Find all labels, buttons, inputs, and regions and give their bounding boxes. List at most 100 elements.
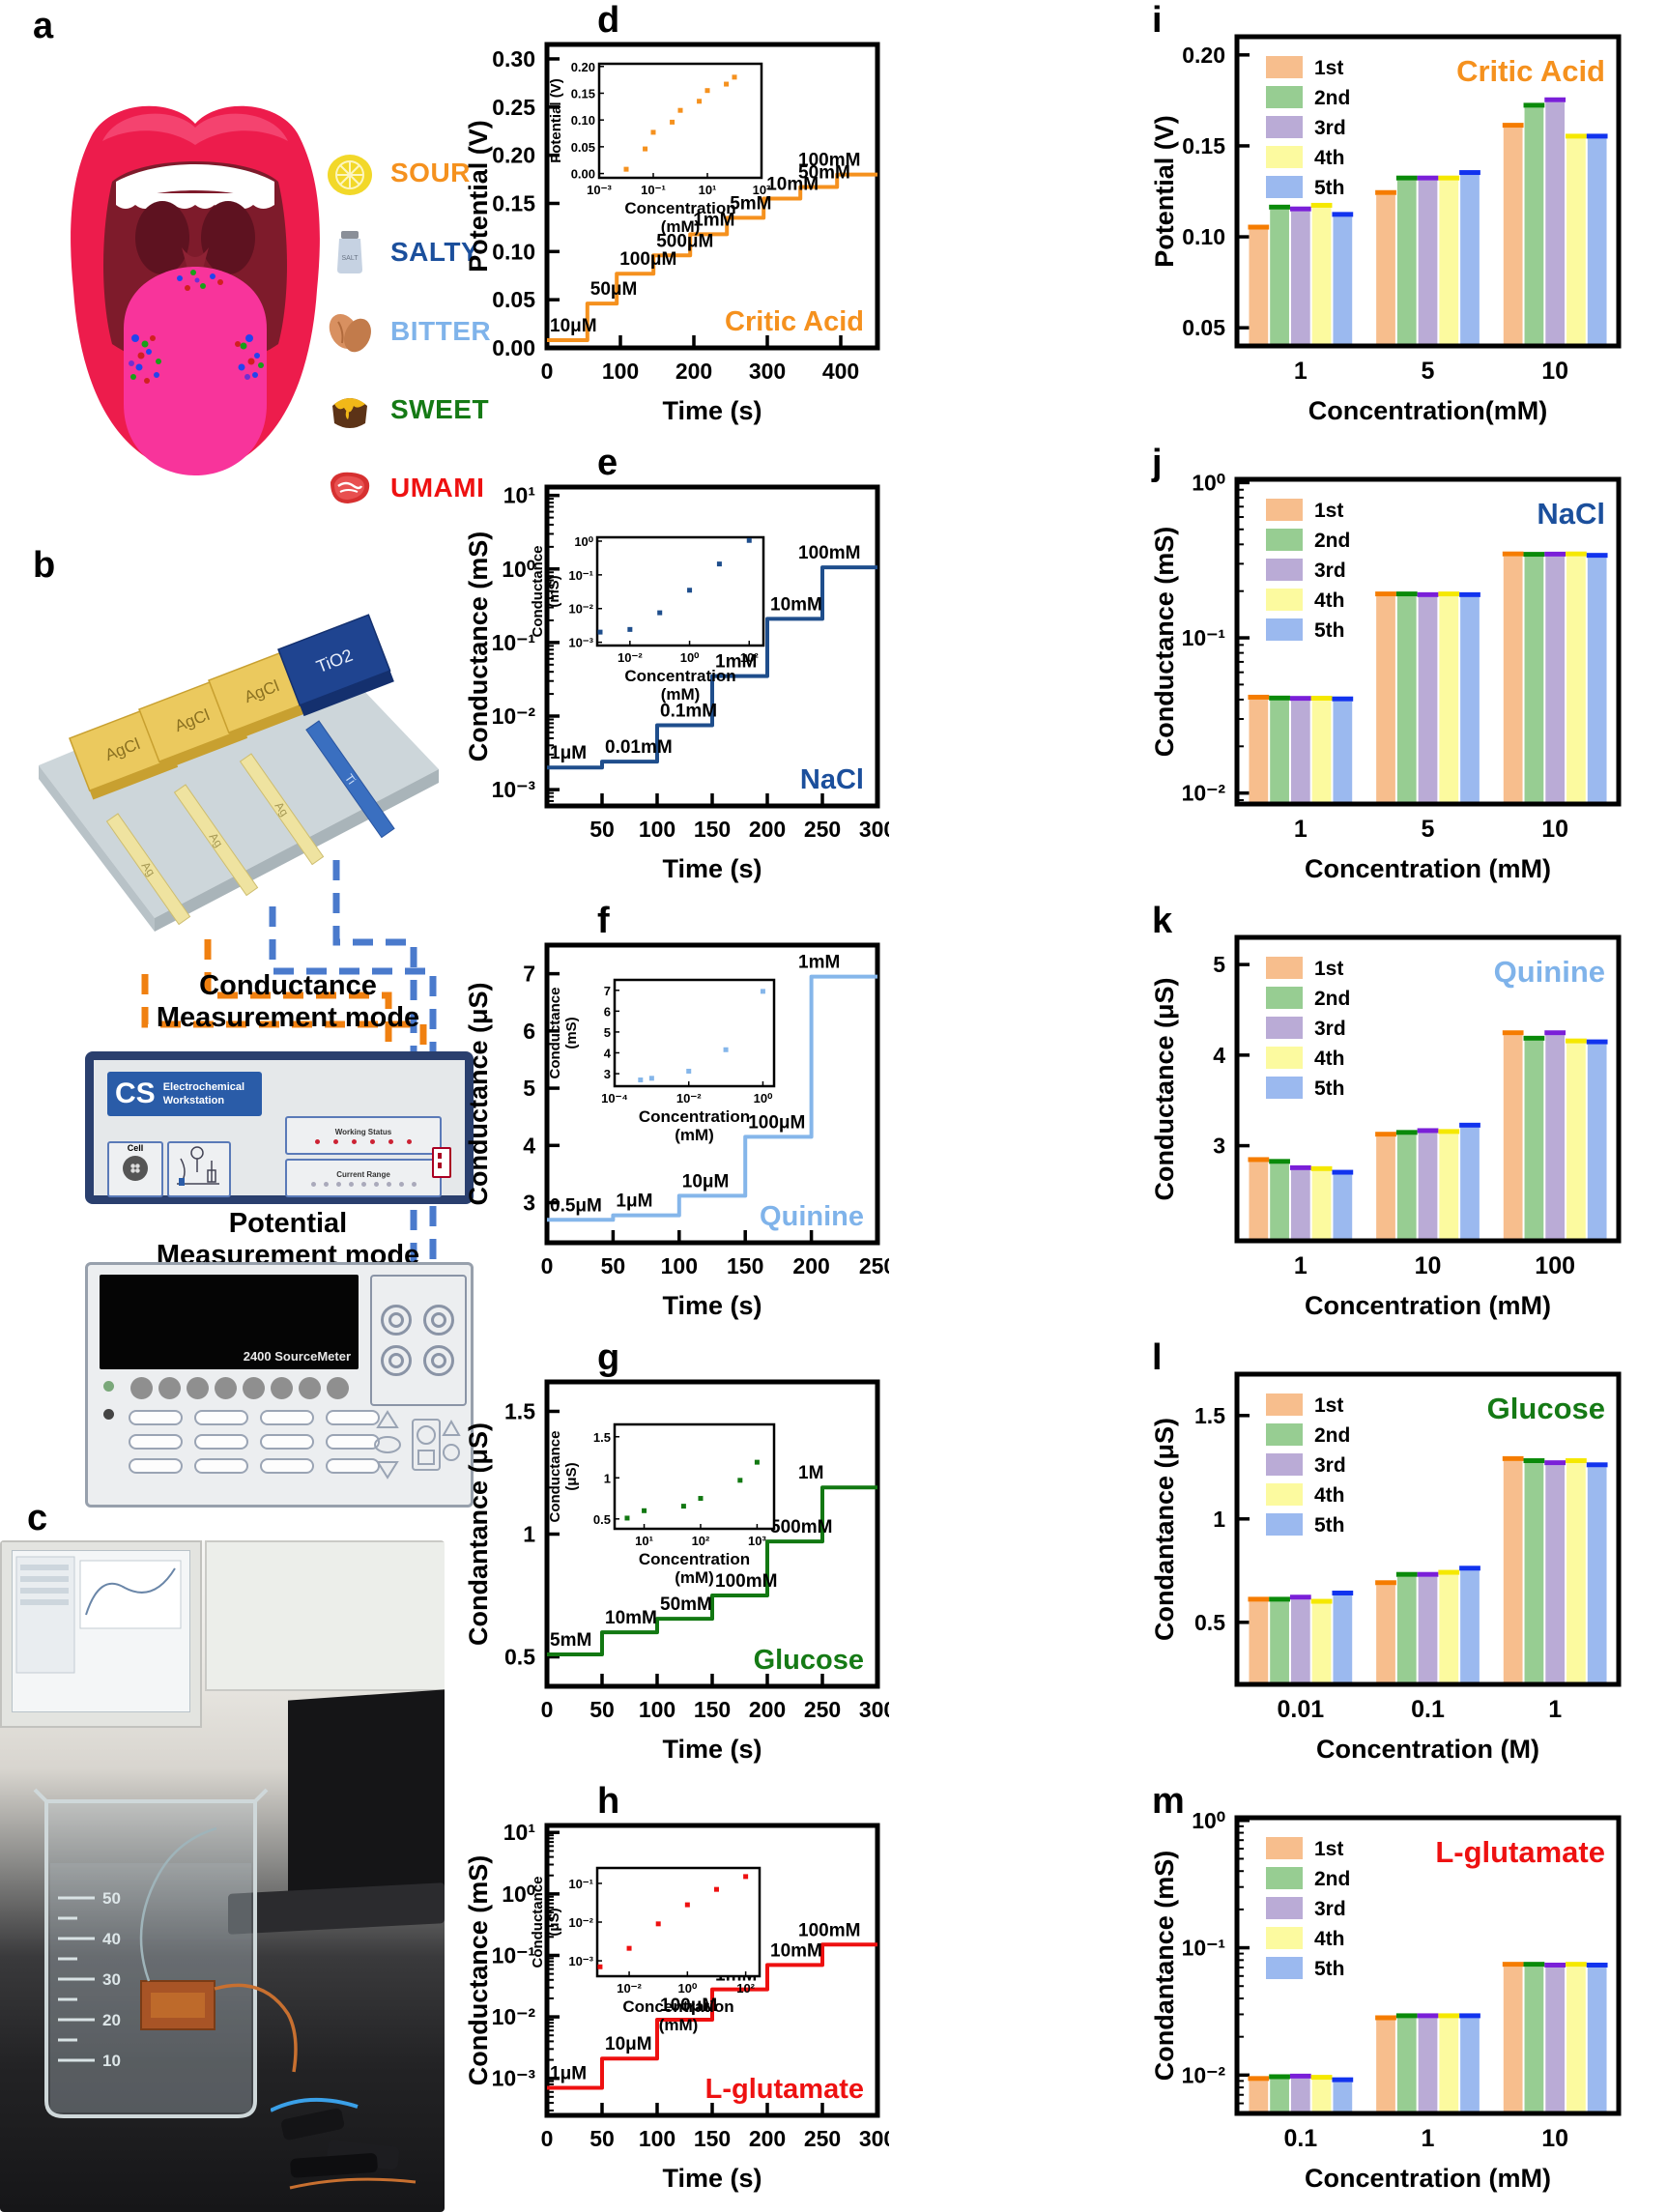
svg-text:0.25: 0.25 <box>492 95 535 120</box>
banana-jack[interactable] <box>423 1305 454 1336</box>
panel-d-step-chart: d 0.00 0.05 0.10 0.15 0.20 0.25 0.30 0 100 200 300… <box>452 2 889 445</box>
svg-text:0.10: 0.10 <box>1182 224 1225 249</box>
workstation-logo: CS Electrochemical Workstation <box>107 1072 262 1116</box>
svg-text:Potential (V): Potential (V) <box>1150 115 1179 268</box>
beaker-mark: 50 <box>102 1889 121 1908</box>
svg-text:10μM: 10μM <box>550 316 597 336</box>
svg-text:Quinine: Quinine <box>760 1201 864 1232</box>
svg-text:Conductance: Conductance <box>530 1876 546 1968</box>
panel-letter-i: i <box>1152 0 1163 41</box>
svg-text:0.05: 0.05 <box>492 287 535 312</box>
svg-text:10¹: 10¹ <box>503 1820 535 1845</box>
svg-text:0.20: 0.20 <box>492 143 535 168</box>
svg-text:4: 4 <box>523 1133 535 1158</box>
panel-h-step-chart: h 10¹ 10⁰ 10⁻¹ 10⁻² 10⁻³ 0 50 100 150 200 250 300 Co… <box>452 1783 896 2212</box>
workstation-brand-line1: Electrochemical <box>162 1080 245 1093</box>
svg-text:10⁰: 10⁰ <box>754 1091 773 1106</box>
taste-label: SOUR <box>390 158 471 187</box>
svg-text:3rd: 3rd <box>1314 1018 1346 1040</box>
banana-jack[interactable] <box>381 1345 412 1376</box>
svg-text:0: 0 <box>541 359 554 384</box>
workstation-brand-line2: Workstation <box>162 1095 225 1106</box>
power-switch[interactable] <box>432 1147 451 1178</box>
sourcemeter-model-label: 2400 SourceMeter <box>243 1349 351 1364</box>
svg-text:10⁻¹: 10⁻¹ <box>492 630 535 655</box>
taste-item-umami: UMAMI <box>325 458 484 518</box>
svg-text:Conductance: Conductance <box>547 987 563 1078</box>
svg-text:10⁰: 10⁰ <box>502 1882 535 1907</box>
panel-g-step-chart: g 0.5 1 1.5 0 50 100 150 200 250 300 Condantance (… <box>452 1339 896 1783</box>
svg-text:2nd: 2nd <box>1314 530 1350 552</box>
conductance-mode-line1: Conductance <box>199 970 377 1001</box>
sourcemeter-nav-controls[interactable] <box>370 1410 463 1499</box>
svg-text:(mS): (mS) <box>563 1017 580 1049</box>
monitor-right <box>205 1540 445 1691</box>
svg-text:10: 10 <box>1541 2125 1568 2152</box>
panel-letter-j: j <box>1152 443 1163 483</box>
panel-letter-k: k <box>1152 901 1173 941</box>
potential-mode-line1: Potential <box>228 1208 348 1239</box>
svg-text:250: 250 <box>804 1697 841 1722</box>
svg-text:4th: 4th <box>1314 1928 1345 1950</box>
svg-text:10: 10 <box>1415 1252 1442 1279</box>
trace-label: Ag <box>207 830 226 849</box>
svg-text:1.5: 1.5 <box>504 1398 535 1423</box>
sourcemeter-leds <box>103 1381 114 1420</box>
svg-text:0: 0 <box>541 1697 554 1722</box>
svg-text:1.5: 1.5 <box>593 1430 611 1445</box>
svg-text:(mM): (mM) <box>675 1126 714 1144</box>
svg-text:0.15: 0.15 <box>1182 133 1225 158</box>
svg-text:(mM): (mM) <box>659 2016 699 2034</box>
svg-text:5: 5 <box>1213 952 1225 977</box>
svg-text:10⁻¹: 10⁻¹ <box>1182 625 1225 650</box>
almond-icon <box>329 313 371 353</box>
svg-text:Concentration: Concentration <box>624 667 735 685</box>
svg-text:Condantance (μS): Condantance (μS) <box>1150 1418 1179 1641</box>
panel-letter-e: e <box>597 443 618 483</box>
glucose-bar-plot: 0.5 1 1.5 Condantance (μS) Concentration (M)… <box>1150 1371 1622 1764</box>
svg-text:Concentration: Concentration <box>639 1550 750 1568</box>
quinine-step-plot: 3 4 5 6 7 0 50 100 150 200 250 Conductance (μS) Time… <box>464 942 896 1320</box>
current-range-leds <box>310 1181 417 1187</box>
svg-text:50: 50 <box>589 817 615 842</box>
svg-text:Time (s): Time (s) <box>662 396 762 425</box>
honey-icon <box>332 398 367 428</box>
taste-label: SWEET <box>390 394 490 424</box>
svg-text:250: 250 <box>804 817 841 842</box>
svg-text:1M: 1M <box>798 1463 823 1483</box>
svg-text:5: 5 <box>1422 816 1435 843</box>
sourcemeter: 2400 SourceMeter <box>85 1262 474 1508</box>
svg-text:200: 200 <box>749 2126 786 2151</box>
svg-text:(mM): (mM) <box>661 685 701 704</box>
cell-socket-icon <box>123 1156 148 1181</box>
svg-text:10⁻³: 10⁻³ <box>492 2066 536 2091</box>
monitor-left <box>0 1540 202 1728</box>
nacl-step-plot: 10¹ 10⁰ 10⁻¹ 10⁻² 10⁻³ 50 100 150 200 250 300 Condu… <box>464 483 896 883</box>
svg-text:0.10: 0.10 <box>571 113 595 128</box>
sourcemeter-soft-keys[interactable] <box>129 1410 384 1474</box>
svg-text:5th: 5th <box>1314 619 1345 642</box>
svg-text:Conductance (mS): Conductance (mS) <box>464 1855 493 2086</box>
svg-text:Concentration (mM): Concentration (mM) <box>1305 2164 1551 2193</box>
svg-text:1mM: 1mM <box>715 652 757 673</box>
svg-text:5: 5 <box>604 1025 611 1040</box>
banana-jack[interactable] <box>423 1345 454 1376</box>
sourcemeter-round-buttons[interactable] <box>130 1377 349 1399</box>
panel-f-step-chart: f 3 4 5 6 7 0 50 100 150 200 250 Conductance (μS) Ti… <box>452 903 896 1339</box>
svg-text:0.01mM: 0.01mM <box>605 737 673 758</box>
svg-text:Critic Acid: Critic Acid <box>1456 54 1605 88</box>
svg-text:10mM: 10mM <box>770 594 822 615</box>
laptop-silhouette <box>288 1689 445 1908</box>
banana-jack[interactable] <box>381 1305 412 1336</box>
svg-text:Conductance (μS): Conductance (μS) <box>464 982 493 1205</box>
svg-text:10⁻²: 10⁻² <box>1182 781 1226 806</box>
taste-label: BITTER <box>390 316 492 346</box>
svg-text:7: 7 <box>604 984 611 998</box>
svg-text:250: 250 <box>804 2126 841 2151</box>
steak-icon <box>331 472 370 503</box>
svg-text:6: 6 <box>523 1019 535 1044</box>
svg-text:0.20: 0.20 <box>1182 43 1225 68</box>
svg-text:6: 6 <box>604 1004 611 1019</box>
svg-text:10⁻²: 10⁻² <box>676 1091 702 1106</box>
svg-text:150: 150 <box>694 2126 731 2151</box>
